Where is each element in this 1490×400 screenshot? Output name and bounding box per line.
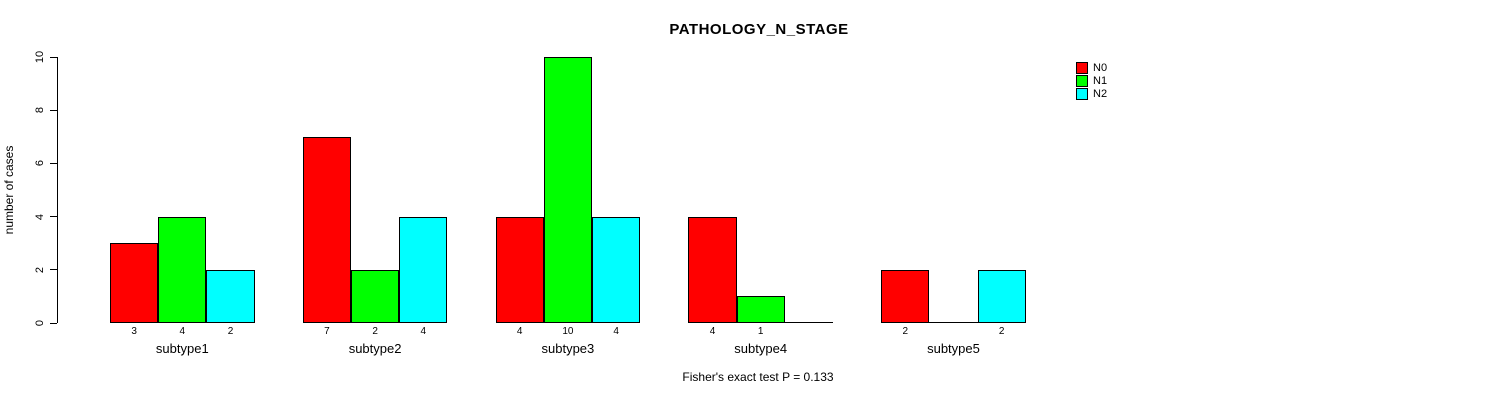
bar-value-label: 4 <box>613 326 619 337</box>
bar-n1-subtype4 <box>736 296 785 323</box>
bar-value-label: 4 <box>709 326 716 337</box>
bar-n2-subtype1 <box>206 269 255 323</box>
legend-item-n1: N1 <box>1076 75 1107 87</box>
bar-n0-subtype4 <box>688 216 737 323</box>
y-tick-label: 2 <box>34 266 46 273</box>
bar-n0-subtype3 <box>495 216 544 323</box>
bar-value-label: 7 <box>324 326 330 337</box>
bar-value-label: 2 <box>998 326 1005 337</box>
y-tick-label: 0 <box>34 319 46 327</box>
legend-item-n2: N2 <box>1076 88 1107 100</box>
y-tick <box>50 322 57 324</box>
bar-value-label: 3 <box>131 326 137 337</box>
bar-value-label: 10 <box>562 326 574 337</box>
legend: N0 N1 N2 <box>1076 62 1107 101</box>
zero-bar-line <box>784 322 833 323</box>
y-tick-label: 4 <box>34 213 46 220</box>
legend-item-n0: N0 <box>1076 62 1107 74</box>
bar-n0-subtype5 <box>881 269 930 323</box>
y-tick-label: 8 <box>34 107 46 114</box>
category-label: subtype2 <box>348 341 402 356</box>
bar-value-label: 4 <box>516 326 523 337</box>
y-tick-label: 6 <box>34 160 46 167</box>
y-tick <box>50 269 57 271</box>
y-tick <box>50 56 57 58</box>
bar-value-label: 2 <box>227 326 234 337</box>
y-axis-label: number of cases <box>2 145 16 235</box>
bar-n1-subtype2 <box>351 269 400 323</box>
bar-n2-subtype5 <box>977 269 1026 323</box>
legend-swatch-icon <box>1076 75 1088 87</box>
category-label: subtype1 <box>155 341 209 356</box>
legend-label: N2 <box>1093 88 1108 100</box>
y-tick <box>50 216 57 218</box>
bar-value-label: 1 <box>757 326 764 337</box>
y-tick-label: 10 <box>34 50 46 64</box>
category-label: subtype5 <box>927 341 980 356</box>
category-label: subtype3 <box>541 341 595 356</box>
bar-n1-subtype3 <box>543 57 592 323</box>
bar-value-label: 4 <box>179 326 186 337</box>
stat-test-note: Fisher's exact test P = 0.133 <box>682 370 834 384</box>
legend-swatch-icon <box>1076 88 1088 100</box>
bar-n0-subtype2 <box>302 136 351 323</box>
category-label: subtype4 <box>734 341 788 356</box>
zero-bar-line <box>929 322 978 323</box>
legend-swatch-icon <box>1076 62 1088 74</box>
bar-n2-subtype2 <box>399 216 448 323</box>
bar-n1-subtype1 <box>158 216 207 323</box>
bar-n2-subtype3 <box>592 216 641 323</box>
chart-title: PATHOLOGY_N_STAGE <box>669 21 849 38</box>
bar-value-label: 4 <box>420 326 427 337</box>
legend-label: N0 <box>1093 62 1108 74</box>
y-tick <box>50 162 57 164</box>
y-axis-line <box>57 57 58 323</box>
legend-label: N1 <box>1093 75 1108 87</box>
y-tick <box>50 109 57 111</box>
bar-value-label: 2 <box>902 326 909 337</box>
bar-value-label: 2 <box>372 326 378 337</box>
bar-n0-subtype1 <box>110 243 159 323</box>
